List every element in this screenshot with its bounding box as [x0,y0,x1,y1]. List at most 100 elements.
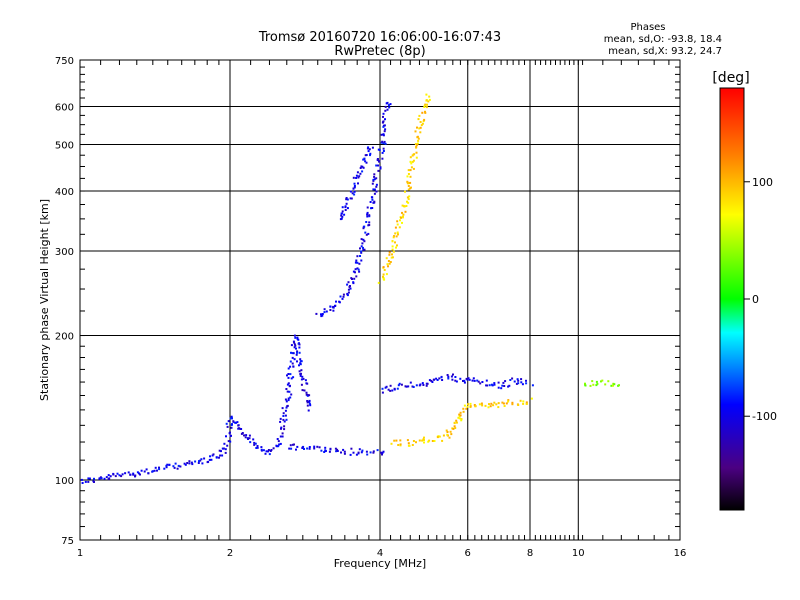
data-point [391,240,394,243]
data-point [495,403,498,406]
data-point [502,402,505,405]
data-point [497,386,500,389]
data-point [490,402,493,405]
data-point [507,385,510,388]
data-point [364,231,367,234]
data-point [298,351,301,354]
data-point [452,427,455,430]
data-point [610,384,613,387]
data-point [138,472,140,475]
data-point [384,142,387,145]
data-point [497,402,500,405]
data-point [375,190,378,193]
data-point [432,378,435,381]
data-point [151,470,154,473]
data-point [231,423,233,426]
data-point [436,379,439,381]
data-point [350,197,353,200]
data-point [405,385,408,388]
data-point [375,183,378,186]
data-point [208,458,211,461]
data-point [361,170,364,173]
data-point [349,190,352,193]
data-point [428,95,431,98]
data-point [373,178,376,181]
data-point [156,469,158,472]
data-point [283,420,286,423]
data-point [84,480,87,483]
x-tick-label: 8 [527,548,533,559]
data-point [362,158,365,161]
data-point [308,447,311,450]
data-point [412,440,415,442]
data-point [168,463,171,466]
data-point [480,402,483,405]
data-point [340,212,343,215]
data-point [132,473,135,476]
data-point [100,477,103,480]
data-point [252,438,255,441]
data-point [306,404,309,407]
data-point [407,185,410,187]
data-point [519,399,522,402]
data-point [226,425,229,428]
data-point [463,379,466,382]
data-point [199,459,202,462]
data-point [387,104,390,107]
data-point [366,147,369,150]
data-point [306,394,309,397]
data-point [297,338,300,341]
data-point [379,167,382,170]
data-point [449,430,452,433]
data-point [290,344,293,347]
data-point [384,105,387,108]
data-point [345,202,348,205]
data-point [355,177,358,179]
data-point [372,188,375,191]
data-point [124,472,127,475]
data-point [352,451,355,454]
data-point [409,381,412,384]
data-point [253,441,256,444]
data-point [382,134,385,137]
data-point [334,447,337,450]
data-point [366,213,369,216]
data-point [209,455,211,458]
data-point [288,385,291,388]
data-point [501,401,504,404]
data-point [477,380,480,383]
data-point [344,209,347,211]
data-point [279,417,282,420]
data-point [321,314,324,317]
data-point [295,448,297,451]
data-point [596,382,599,385]
data-point [303,389,306,392]
data-point [398,382,401,385]
data-point [421,122,424,125]
data-point [381,151,384,154]
x-tick-label: 4 [377,548,383,559]
data-point [308,399,311,402]
data-point [446,433,449,436]
data-point [87,477,90,480]
data-point [382,277,385,279]
data-point [320,313,322,316]
data-point [407,442,410,445]
data-point [390,256,393,259]
data-point [294,344,297,347]
data-point [411,160,414,163]
data-point [345,197,348,199]
data-point [373,175,376,178]
data-point [352,176,355,179]
data-point [114,475,117,478]
data-point [595,384,598,387]
data-point [381,453,383,456]
data-point [395,439,398,442]
data-point [80,478,83,481]
data-point [511,401,514,404]
data-point [418,114,421,117]
data-point [520,378,523,381]
data-point [358,262,361,265]
data-point [296,360,298,363]
data-point [343,452,346,455]
